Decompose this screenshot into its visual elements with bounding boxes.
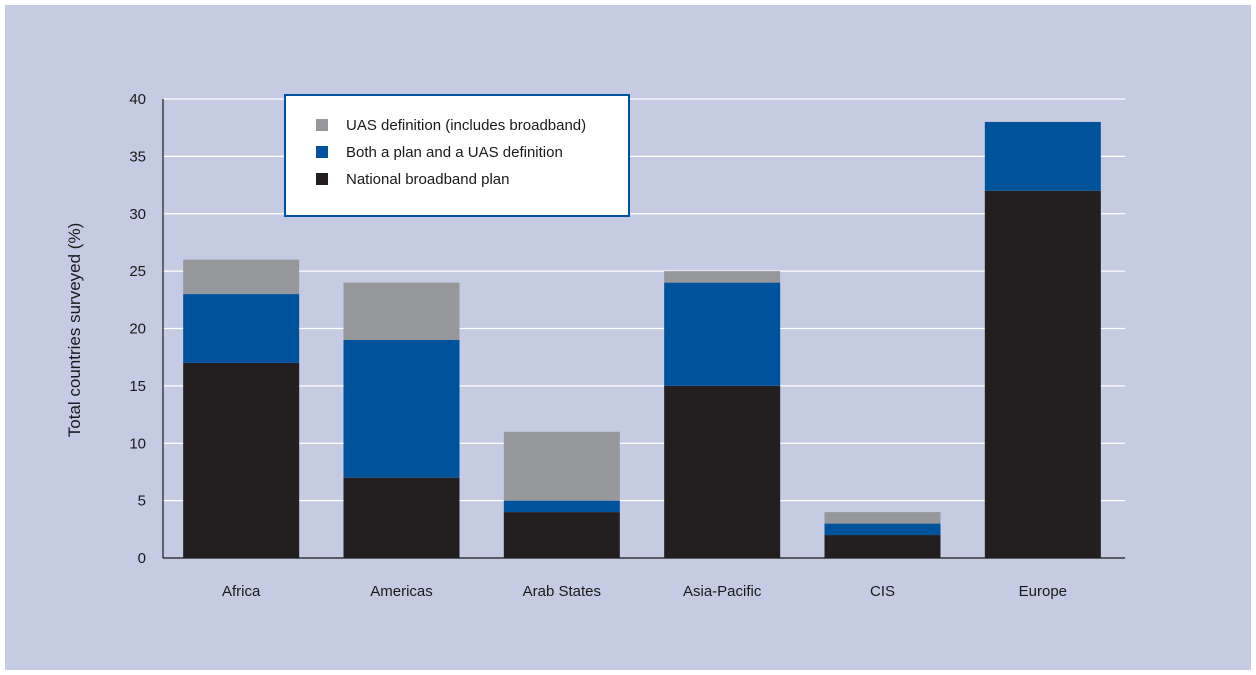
bar-segment-africa-1 bbox=[183, 362, 300, 558]
bars bbox=[183, 121, 1101, 559]
axes bbox=[162, 99, 1125, 559]
bar-segment-europe-1 bbox=[984, 190, 1101, 559]
bar-segment-americas-2 bbox=[343, 339, 460, 478]
bar-segment-americas-1 bbox=[343, 477, 460, 558]
x-tick-label: Americas bbox=[370, 583, 433, 600]
x-tick-label: Europe bbox=[1019, 583, 1067, 600]
bar-segment-arab-states-1 bbox=[503, 512, 620, 558]
y-tick-label: 40 bbox=[129, 91, 146, 108]
bar-segment-asia-pacific-1 bbox=[664, 385, 781, 558]
x-tick-label: CIS bbox=[870, 583, 895, 600]
legend-label: UAS definition (includes broadband) bbox=[346, 117, 586, 134]
bar-segment-cis-3 bbox=[824, 512, 941, 524]
bar-segment-europe-2 bbox=[984, 121, 1101, 191]
legend-box bbox=[284, 94, 630, 217]
bar-segment-cis-2 bbox=[824, 523, 941, 536]
x-tick-labels: Africa Americas Arab States Asia-Pacific CIS… bbox=[222, 583, 1067, 600]
legend-label: Both a plan and a UAS definition bbox=[346, 144, 563, 161]
legend-label: National broadband plan bbox=[346, 171, 509, 188]
bar-segment-americas-3 bbox=[343, 282, 460, 340]
y-tick-labels: 0 5 10 15 20 25 30 35 40 bbox=[129, 91, 146, 567]
y-tick-label: 20 bbox=[129, 321, 146, 338]
bar-segment-africa-2 bbox=[183, 294, 300, 363]
x-tick-label: Africa bbox=[222, 583, 261, 600]
legend-swatch bbox=[316, 146, 328, 158]
bar-segment-asia-pacific-2 bbox=[664, 282, 781, 386]
y-tick-label: 35 bbox=[129, 148, 146, 165]
bar-segment-arab-states-2 bbox=[503, 500, 620, 513]
y-tick-label: 25 bbox=[129, 263, 146, 280]
y-tick-label: 10 bbox=[129, 435, 146, 452]
bar-segment-africa-3 bbox=[183, 259, 300, 295]
y-axis-title: Total countries surveyed (%) bbox=[65, 223, 84, 437]
y-tick-label: 0 bbox=[138, 550, 146, 567]
bar-segment-asia-pacific-3 bbox=[664, 271, 781, 283]
x-tick-label: Arab States bbox=[523, 583, 601, 600]
legend: UAS definition (includes broadband) Both … bbox=[284, 94, 630, 217]
bar-segment-arab-states-3 bbox=[503, 431, 620, 501]
y-tick-label: 30 bbox=[129, 206, 146, 223]
x-tick-label: Asia-Pacific bbox=[683, 583, 762, 600]
y-tick-label: 15 bbox=[129, 378, 146, 395]
legend-swatch bbox=[316, 173, 328, 185]
bar-segment-cis-1 bbox=[824, 535, 941, 558]
legend-swatch bbox=[316, 119, 328, 131]
y-tick-label: 5 bbox=[138, 493, 146, 510]
